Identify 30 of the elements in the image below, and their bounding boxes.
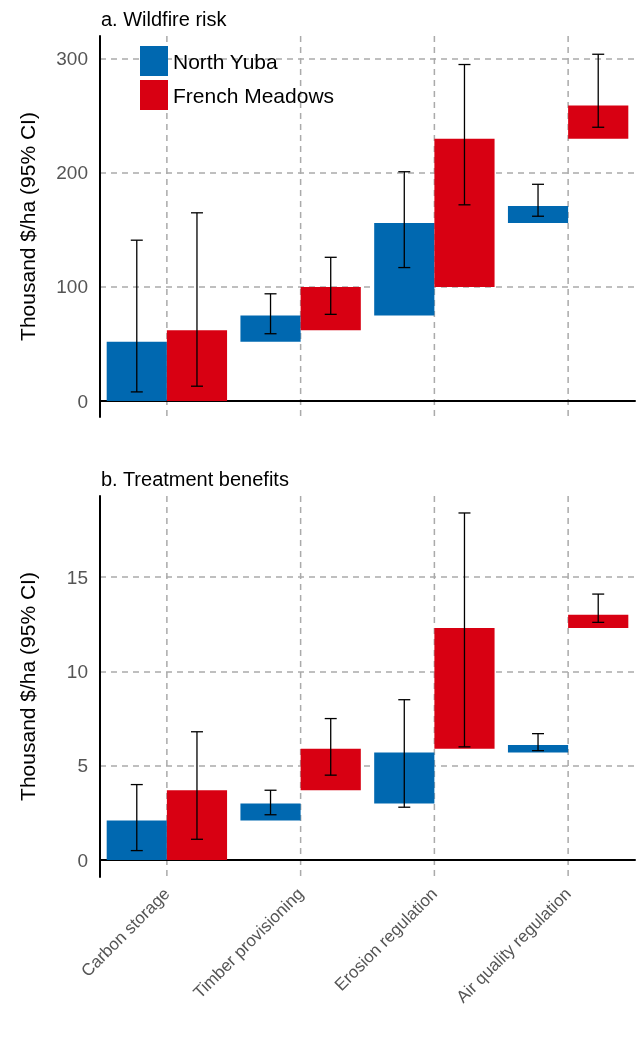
bar bbox=[240, 803, 301, 821]
bar bbox=[166, 790, 228, 861]
bar bbox=[374, 752, 435, 804]
bar bbox=[300, 286, 361, 331]
y-tick-label: 10 bbox=[66, 660, 88, 682]
bar bbox=[106, 341, 167, 402]
y-tick-label: 5 bbox=[77, 755, 88, 777]
bar bbox=[374, 223, 435, 316]
y-tick-label: 200 bbox=[56, 162, 88, 184]
y-axis-title: Thousand $/ha (95% CI) bbox=[16, 572, 39, 801]
y-axis-title: Thousand $/ha (95% CI) bbox=[16, 112, 39, 341]
chart-title: a. Wildfire risk bbox=[101, 8, 228, 30]
y-tick-label: 100 bbox=[56, 276, 88, 298]
y-tick-label: 0 bbox=[77, 849, 88, 871]
bar bbox=[434, 628, 495, 749]
y-tick-label: 15 bbox=[66, 566, 88, 588]
bar bbox=[106, 820, 167, 861]
y-tick-label: 300 bbox=[56, 48, 88, 70]
bar bbox=[568, 614, 629, 629]
bar bbox=[300, 748, 361, 791]
bar bbox=[507, 205, 569, 224]
bar bbox=[568, 105, 629, 139]
chart-title: b. Treatment benefits bbox=[101, 468, 289, 490]
bar bbox=[507, 744, 569, 753]
legend-label: North Yuba bbox=[173, 49, 279, 73]
bar bbox=[240, 315, 301, 342]
bar bbox=[166, 330, 228, 402]
y-tick-label: 0 bbox=[77, 390, 88, 412]
legend-label: French Meadows bbox=[173, 83, 335, 107]
bar bbox=[434, 138, 495, 287]
